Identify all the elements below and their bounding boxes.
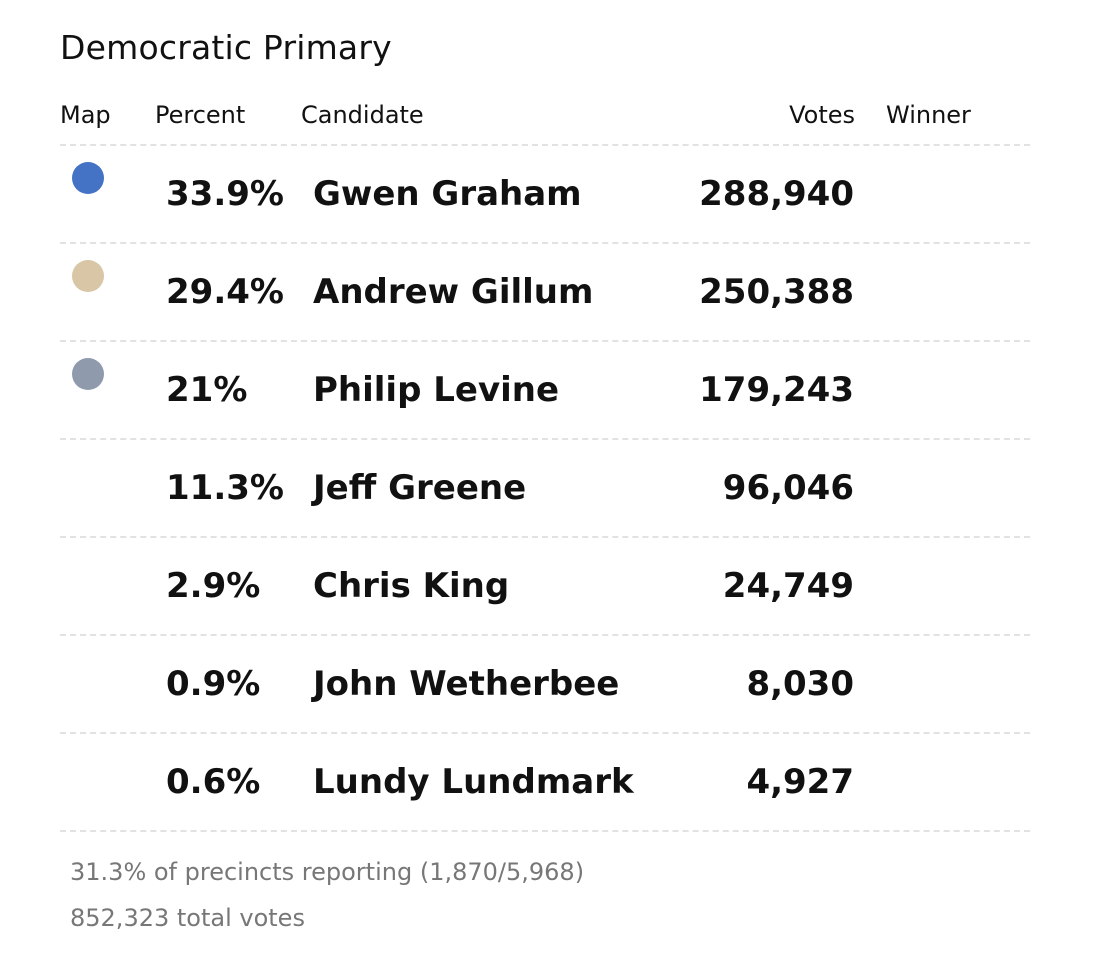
percent-cell: 11.3% — [166, 468, 284, 508]
votes-cell: 250,388 — [699, 272, 854, 312]
votes-cell: 24,749 — [722, 566, 854, 606]
page-title: Democratic Primary — [60, 28, 392, 67]
percent-cell: 0.6% — [166, 762, 261, 802]
row-divider — [60, 634, 1030, 636]
votes-cell: 4,927 — [746, 762, 854, 802]
map-color-dot — [72, 162, 104, 194]
column-header-votes: Votes — [789, 101, 855, 129]
candidate-cell: Philip Levine — [313, 370, 560, 410]
table-row: 0.9% John Wetherbee 8,030 — [60, 636, 1030, 734]
table-row: 11.3% Jeff Greene 96,046 — [60, 440, 1030, 538]
column-header-candidate: Candidate — [301, 101, 424, 129]
row-divider — [60, 144, 1030, 146]
row-divider — [60, 732, 1030, 734]
map-color-dot — [72, 260, 104, 292]
candidate-cell: Gwen Graham — [313, 174, 582, 214]
row-divider — [60, 438, 1030, 440]
row-divider — [60, 242, 1030, 244]
votes-cell: 8,030 — [746, 664, 854, 704]
table-row: 33.9% Gwen Graham 288,940 — [60, 146, 1030, 244]
total-votes-text: 852,323 total votes — [70, 904, 305, 932]
map-color-dot — [72, 358, 104, 390]
candidate-cell: Chris King — [313, 566, 510, 606]
precincts-reporting-text: 31.3% of precincts reporting (1,870/5,96… — [70, 858, 585, 886]
votes-cell: 288,940 — [699, 174, 854, 214]
candidate-cell: Lundy Lundmark — [313, 762, 634, 802]
candidate-cell: Jeff Greene — [313, 468, 527, 508]
percent-cell: 2.9% — [166, 566, 261, 606]
candidate-cell: John Wetherbee — [313, 664, 620, 704]
row-divider — [60, 830, 1030, 832]
votes-cell: 96,046 — [722, 468, 854, 508]
percent-cell: 21% — [166, 370, 248, 410]
percent-cell: 33.9% — [166, 174, 284, 214]
row-divider — [60, 536, 1030, 538]
column-header-percent: Percent — [155, 101, 246, 129]
table-row: 29.4% Andrew Gillum 250,388 — [60, 244, 1030, 342]
table-row: 21% Philip Levine 179,243 — [60, 342, 1030, 440]
candidate-cell: Andrew Gillum — [313, 272, 594, 312]
table-row: 2.9% Chris King 24,749 — [60, 538, 1030, 636]
column-header-map: Map — [60, 101, 111, 129]
column-header-winner: Winner — [886, 101, 971, 129]
percent-cell: 29.4% — [166, 272, 284, 312]
percent-cell: 0.9% — [166, 664, 261, 704]
votes-cell: 179,243 — [699, 370, 854, 410]
row-divider — [60, 340, 1030, 342]
table-row: 0.6% Lundy Lundmark 4,927 — [60, 734, 1030, 832]
